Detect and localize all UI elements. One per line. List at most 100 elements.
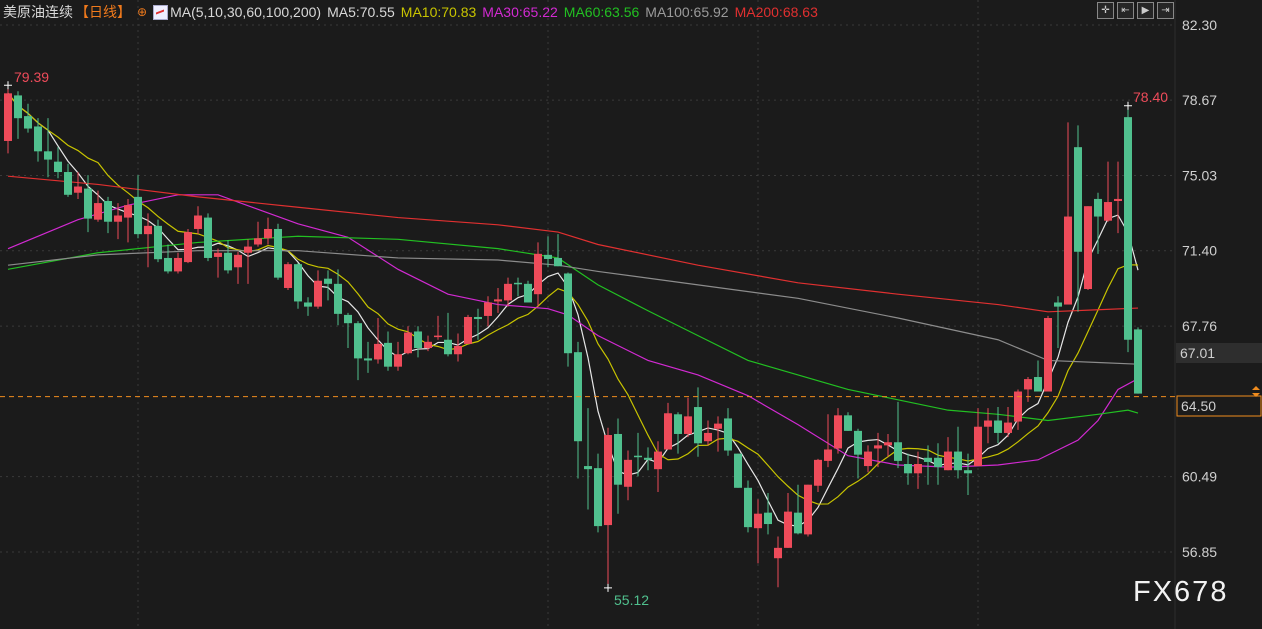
candle [674,412,682,454]
candle-body [694,407,702,444]
candle [1134,327,1142,394]
max-right-label: 78.40 [1133,89,1168,105]
candle-body [414,331,422,349]
candle-body [544,254,552,259]
candle [514,277,522,297]
candle-body [854,430,862,455]
candle-body [754,513,762,529]
candle-body [24,116,32,129]
candle [924,445,932,485]
candle-body [714,423,722,429]
candle-body [994,420,1002,433]
candle-body [914,463,922,474]
candle [444,312,452,357]
candle-body [614,433,622,485]
candle-body [244,246,252,253]
y-tick-label: 67.76 [1182,318,1217,334]
marker-level-label: 67.01 [1180,345,1215,361]
candle-body [844,415,852,431]
ma100-line [7,250,1139,365]
extreme-marker-icon [1124,101,1132,110]
candle-body [374,343,382,360]
candle-body [594,468,602,527]
candle [604,427,612,588]
candle [794,484,802,535]
candle [1064,122,1072,305]
candle-body [404,332,412,354]
candle-body [774,547,782,559]
candle [1044,315,1052,392]
candle [204,213,212,262]
candle-body [104,201,112,222]
candle [994,407,1002,444]
candle-body [154,225,162,260]
ma-params[interactable]: MA(5,10,30,60,100,200) [170,4,322,20]
candle-body [794,512,802,534]
candle-body [904,463,912,474]
candle-body [784,511,792,548]
candle [534,242,542,307]
candle [1024,377,1032,402]
candle [904,453,912,485]
crosshair-icon[interactable]: ✛ [1097,2,1114,19]
candle [1034,360,1042,392]
jump-end-icon[interactable]: ⇥ [1157,2,1174,19]
ma60-value: MA60:63.56 [563,4,640,20]
candle [14,91,22,139]
candle [804,484,812,537]
candle-body [724,418,732,451]
candle-body [1104,202,1112,221]
ma30-line [7,194,1139,468]
candle [1074,125,1082,312]
min-label: 55.12 [614,592,649,608]
candle [494,287,502,313]
scale-toggle-icon [1252,386,1260,397]
circle-plus-icon[interactable]: ⊕ [137,5,148,19]
candle-body [804,484,812,535]
candle-body [704,432,712,442]
candle-body [874,445,882,449]
candle-body [174,257,182,272]
candle [414,326,422,358]
candle-body [384,342,392,367]
candle [614,418,622,514]
candle [114,203,122,240]
indicator-chart-icon[interactable] [153,4,169,20]
candle [354,321,362,381]
candle [374,318,382,364]
candle-body [304,302,312,307]
period-selector[interactable]: 【日线】 [75,4,131,20]
candle-body [84,188,92,219]
candle-body [494,299,502,302]
candle [84,175,92,233]
candle-body [524,283,532,303]
candle-body [184,232,192,263]
candle [744,480,752,533]
candle-body [744,487,752,528]
candle-body [264,228,272,239]
candle-body [1114,198,1122,202]
symbol-name[interactable]: 美原油连续 [3,4,73,20]
candle [684,397,692,438]
candle [694,387,702,457]
play-icon[interactable]: ▶ [1137,2,1154,19]
candle-body [474,316,482,320]
jump-start-icon[interactable]: ⇤ [1117,2,1134,19]
candle-body [514,282,522,285]
candle-body [734,453,742,488]
candle [1114,161,1122,234]
candle-body [14,95,22,119]
candle-body [124,205,132,218]
candle [584,408,592,510]
candle [854,428,862,479]
candle-body [54,161,62,173]
candle-body [564,273,572,354]
candle-body [604,435,612,526]
candle [224,240,232,274]
candle-body [224,252,232,271]
candle-body [424,341,432,349]
candle [1124,105,1132,353]
candle-body [294,264,302,302]
